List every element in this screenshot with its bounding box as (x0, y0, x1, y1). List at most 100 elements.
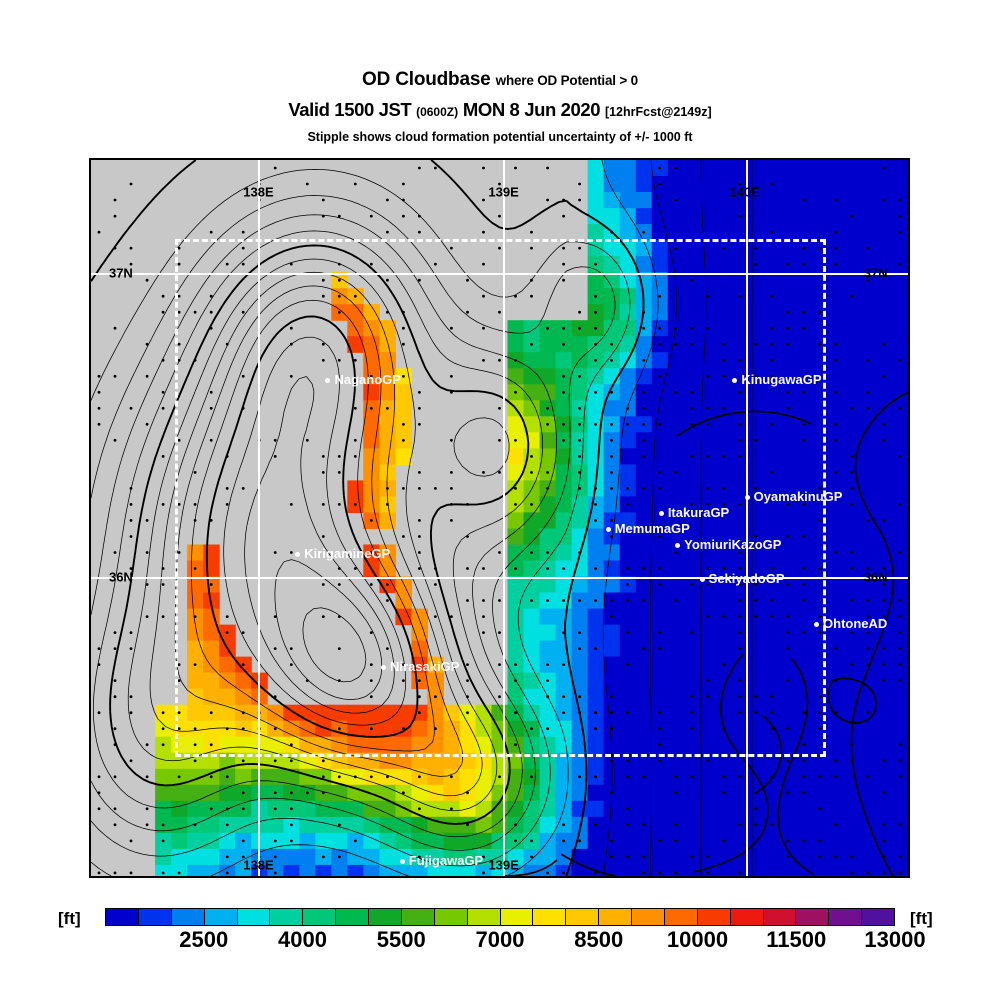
colorbar-swatches[interactable] (105, 908, 895, 926)
stipple-dot (658, 631, 662, 634)
stipple-dot (482, 230, 485, 234)
stipple-dot (289, 326, 293, 330)
data-cell (651, 400, 669, 417)
stipple-dot (434, 487, 437, 490)
stipple-dot (578, 775, 581, 779)
data-cell (651, 448, 669, 465)
data-cell (763, 240, 781, 257)
stipple-dot (450, 487, 453, 490)
stipple-dot (369, 775, 373, 779)
data-cell (667, 416, 685, 433)
stipple-dot (626, 487, 630, 490)
stipple-dot (369, 214, 373, 218)
data-cell (715, 864, 733, 876)
data-cell (603, 272, 621, 289)
data-cell (299, 800, 316, 818)
stipple-dot (578, 599, 581, 602)
stipple-dot (369, 583, 373, 586)
data-cell (731, 784, 749, 802)
data-cell (827, 448, 845, 465)
data-cell (619, 784, 637, 802)
stipple-dot (882, 839, 886, 843)
stipple-dot (337, 214, 341, 218)
colorbar-unit-right: [ft] (910, 909, 933, 928)
stipple-dot (402, 535, 405, 538)
data-cell (651, 768, 669, 786)
data-cell (315, 720, 332, 738)
stipple-dot (690, 455, 694, 458)
data-cell (843, 256, 861, 273)
stipple-dot (337, 471, 341, 474)
data-cell (843, 368, 861, 385)
data-cell (827, 784, 845, 802)
stipple-dot (738, 438, 742, 442)
stipple-dot (770, 615, 774, 618)
data-cell (203, 672, 220, 690)
map-plot[interactable]: 138E 139E 140E 138E 139E 37N 37N 36N 36N NaganoG… (89, 158, 910, 878)
stipple-dot (706, 583, 710, 586)
stipple-dot (706, 422, 710, 426)
stipple-dot (818, 711, 822, 715)
stipple-dot (770, 294, 774, 298)
data-cell (843, 176, 861, 193)
data-cell (619, 608, 637, 626)
stipple-dot (786, 647, 790, 650)
data-cell (571, 576, 589, 594)
stipple-dot (706, 871, 710, 875)
data-cell (860, 432, 877, 449)
data-cell (860, 208, 877, 225)
data-cell (619, 224, 637, 241)
stipple-dot (466, 711, 469, 715)
stipple-dot (642, 230, 646, 234)
stipple-dot (498, 631, 501, 634)
data-cell (507, 576, 525, 594)
data-cell (539, 816, 557, 834)
stipple-dot (177, 711, 181, 715)
data-cell (715, 640, 733, 658)
stipple-dot (402, 679, 405, 682)
stipple-dot (482, 358, 485, 362)
data-cell (619, 672, 637, 690)
data-cell (635, 160, 653, 177)
data-cell (587, 192, 605, 209)
data-cell (571, 800, 589, 818)
stipple-dot (113, 807, 117, 811)
data-cell (699, 304, 717, 321)
data-cell (683, 288, 701, 305)
stipple-dot (626, 422, 630, 426)
stipple-dot (594, 727, 597, 731)
stipple-dot (658, 342, 662, 346)
stipple-dot (642, 647, 646, 650)
stipple-dot (850, 631, 854, 634)
data-cell (715, 176, 733, 193)
gridline-lon-140e (746, 160, 748, 876)
stipple-dot (674, 871, 678, 875)
data-cell (331, 784, 348, 802)
colorbar-swatch-6 (303, 909, 337, 925)
data-cell (587, 800, 605, 818)
stipple-dot (418, 711, 421, 715)
stipple-dot (578, 455, 581, 458)
data-cell (555, 864, 573, 876)
stipple-dot (642, 871, 646, 875)
stipple-dot (129, 839, 133, 843)
stipple-dot (706, 759, 710, 763)
terrain-contour (223, 336, 407, 726)
stipple-dot (594, 390, 597, 394)
data-cell (715, 160, 733, 177)
stipple-dot (418, 422, 421, 426)
data-cell (699, 720, 717, 738)
data-cell (523, 800, 541, 818)
stipple-dot (129, 695, 133, 699)
data-cell (843, 576, 861, 594)
data-cell (523, 384, 541, 401)
data-cell (395, 864, 412, 876)
data-cell (860, 832, 877, 850)
stipple-dot (97, 807, 101, 811)
stipple-dot (578, 374, 581, 378)
data-cell (860, 224, 877, 241)
stipple-dot (578, 198, 581, 202)
stipple-dot (466, 310, 469, 314)
stipple-dot (225, 487, 229, 490)
colorbar-tick-13000: 13000 (864, 927, 926, 952)
